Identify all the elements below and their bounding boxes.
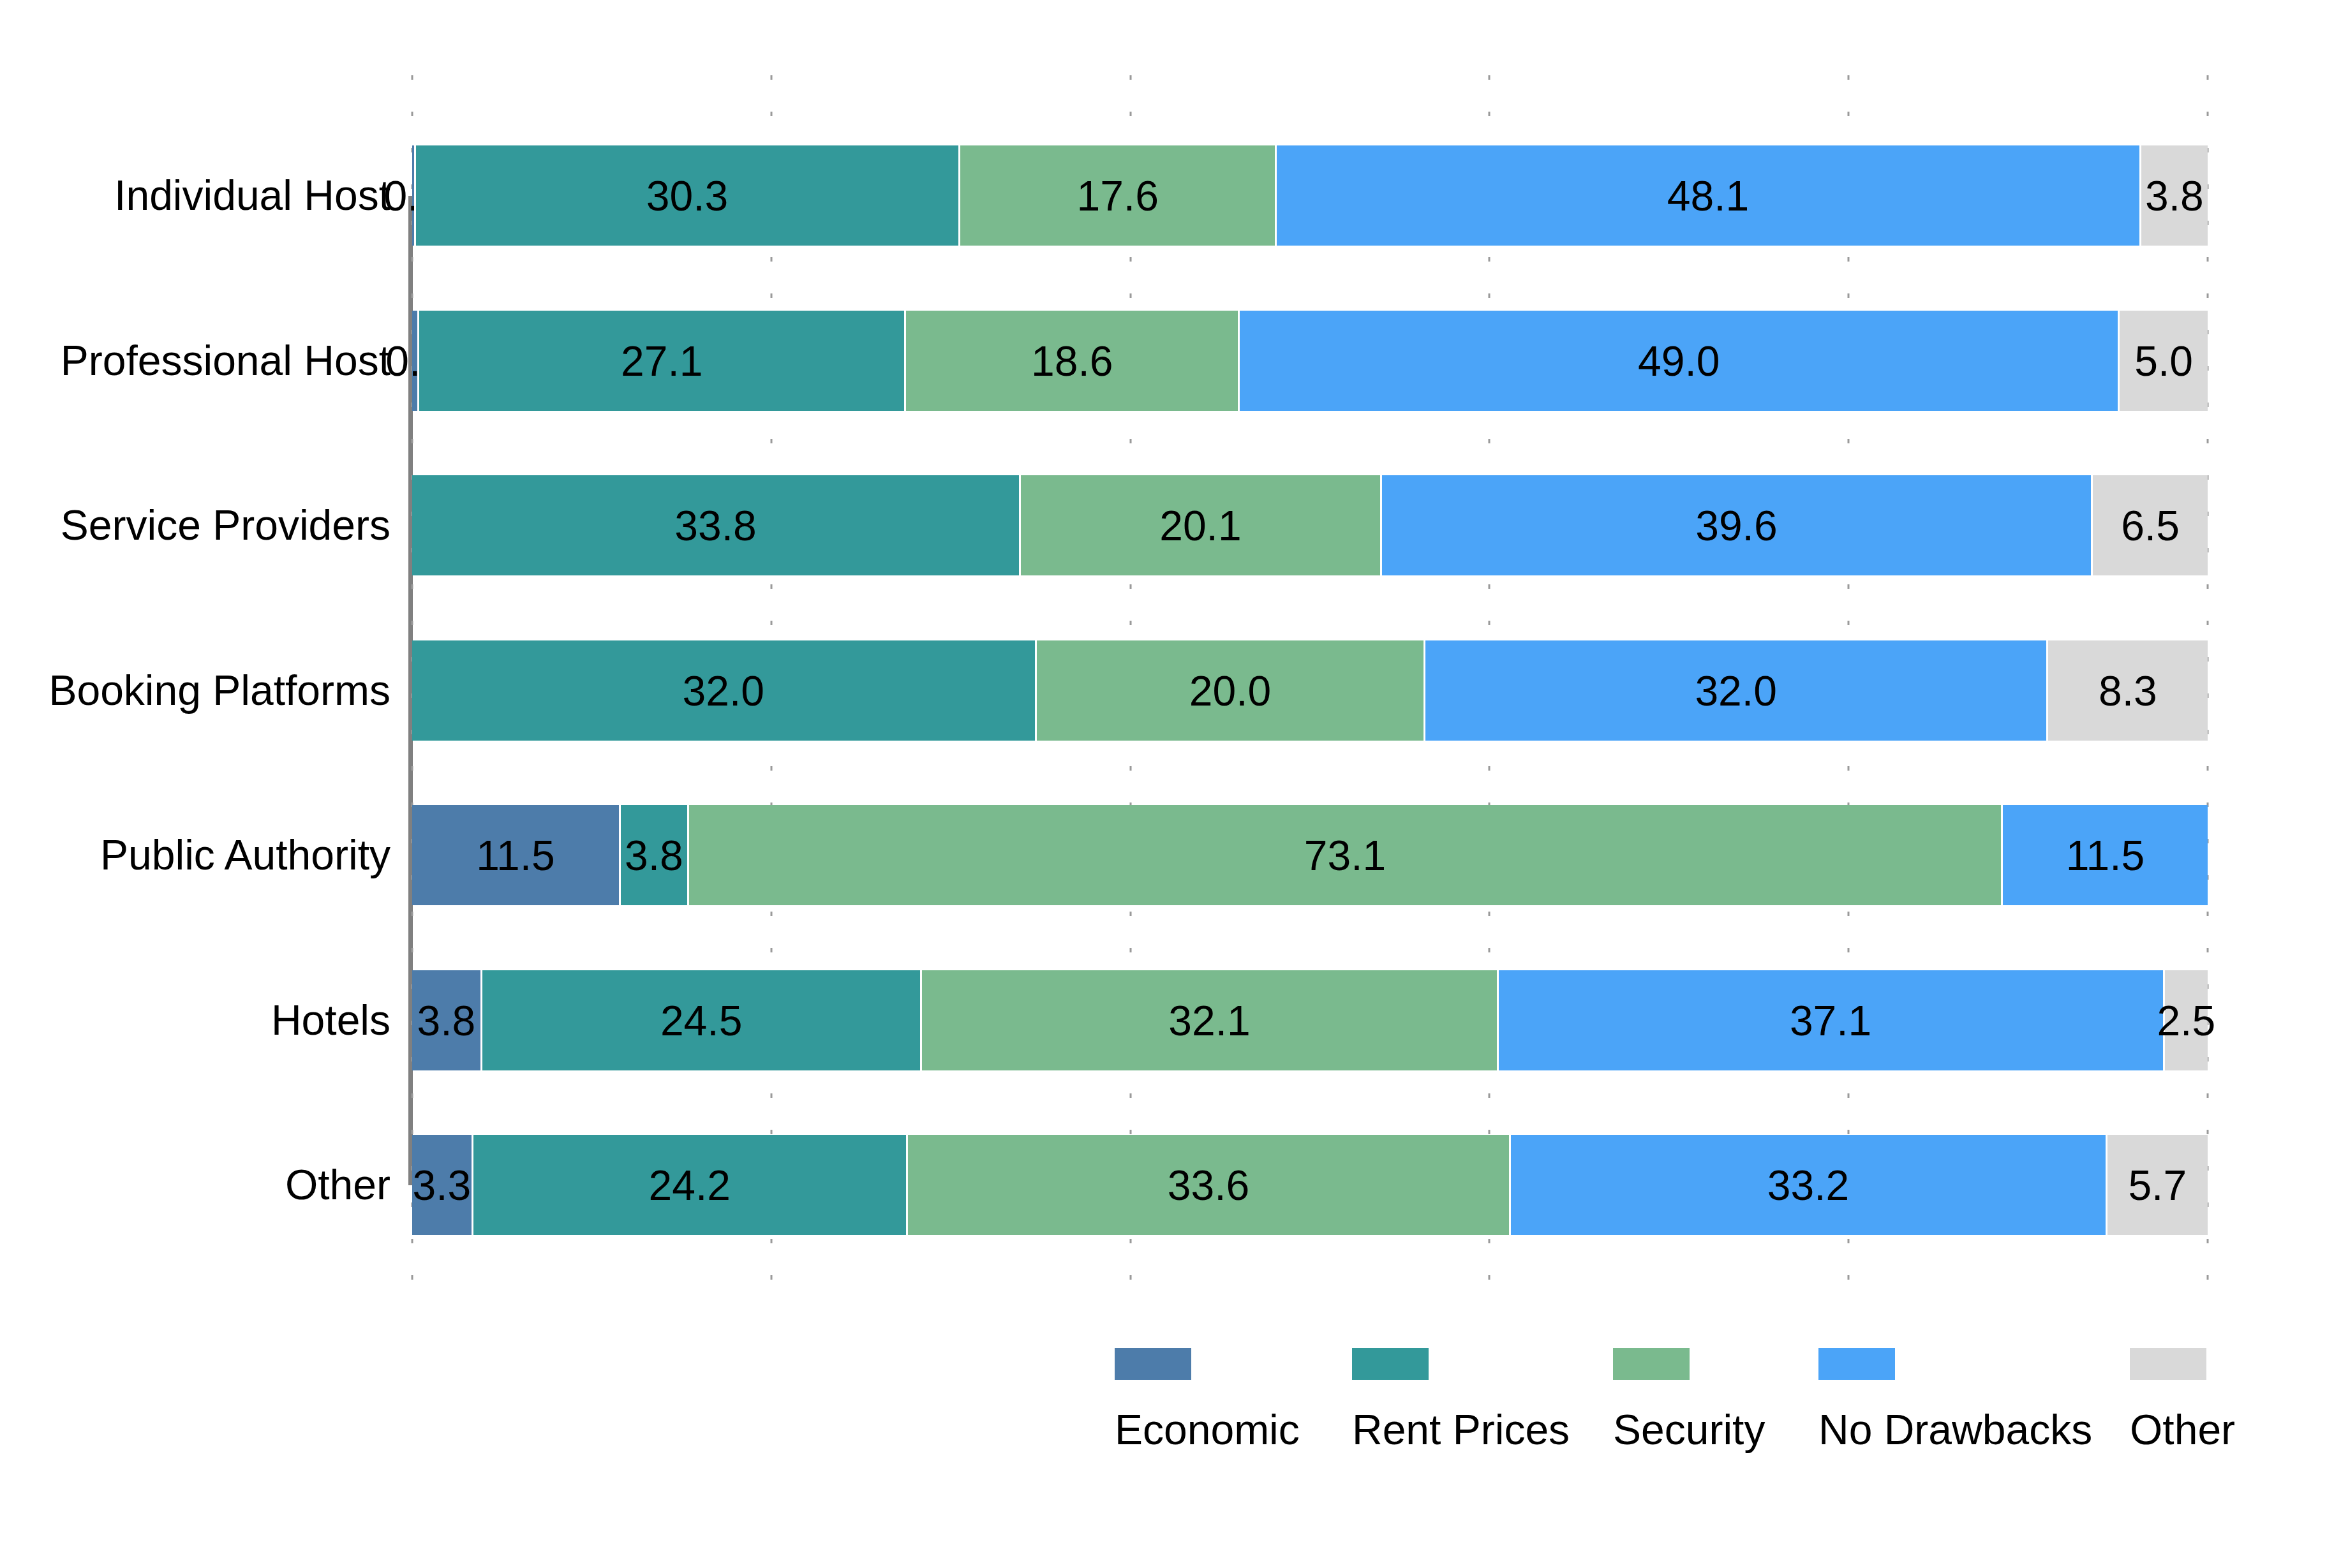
category-label: Individual Host — [0, 145, 390, 246]
category-labels: Individual Host Professional Host Service … — [0, 75, 390, 1308]
bar-segment-rent-prices: 27.1 — [417, 311, 904, 411]
legend-item-other: Other — [2130, 1348, 2235, 1454]
bar-segment-rent-prices: 24.2 — [472, 1135, 906, 1235]
value-label: 32.0 — [1695, 670, 1776, 712]
bar-segment-economic: 0.3 — [412, 311, 417, 411]
bar-segment-rent-prices: 3.8 — [619, 805, 687, 905]
bar-segment-security: 32.1 — [920, 970, 1496, 1070]
category-label: Hotels — [0, 970, 390, 1070]
legend-item-economic: Economic — [1115, 1348, 1300, 1454]
bar-segment-security: 33.6 — [906, 1135, 1510, 1235]
bar-segment-rent-prices: 30.3 — [414, 145, 958, 246]
bar-row-other: 3.3 24.2 33.6 33.2 5.7 — [412, 1135, 2208, 1235]
bar-row-public-authority: 11.5 3.8 73.1 11.5 — [412, 805, 2208, 905]
category-label: Professional Host — [0, 311, 390, 411]
no-drawbacks-swatch — [1818, 1348, 1895, 1380]
bar-segment-security: 18.6 — [904, 311, 1238, 411]
bar-segment-no-drawbacks: 48.1 — [1275, 145, 2139, 246]
bar-segment-security: 73.1 — [687, 805, 2001, 905]
bar-segment-no-drawbacks: 39.6 — [1380, 475, 2091, 575]
value-label: 6.5 — [2121, 505, 2180, 547]
legend-label: Other — [2130, 1405, 2235, 1454]
bar-segment-other: 2.5 — [2163, 970, 2208, 1070]
value-label: 24.5 — [660, 1000, 742, 1042]
bar-row-service-providers: 33.8 20.1 39.6 6.5 — [412, 475, 2208, 575]
legend-label: Rent Prices — [1352, 1405, 1570, 1454]
bar-segment-economic: 3.8 — [412, 970, 480, 1070]
value-label: 3.8 — [417, 1000, 476, 1042]
value-label: 32.1 — [1168, 1000, 1250, 1042]
stacked-bar-chart: 0.130.317.648.13.80.327.118.649.05.033.8… — [0, 0, 2334, 1568]
bar-segment-no-drawbacks: 37.1 — [1497, 970, 2163, 1070]
category-label: Booking Platforms — [0, 640, 390, 741]
value-label: 24.2 — [649, 1164, 731, 1206]
bar-segment-no-drawbacks: 33.2 — [1509, 1135, 2105, 1235]
economic-swatch — [1115, 1348, 1191, 1380]
plot-area: 0.130.317.648.13.80.327.118.649.05.033.8… — [412, 75, 2208, 1308]
bar-segment-other: 5.7 — [2106, 1135, 2208, 1235]
value-label: 30.3 — [646, 175, 728, 217]
bar-segment-other: 3.8 — [2139, 145, 2208, 246]
security-swatch — [1613, 1348, 1690, 1380]
value-label: 33.6 — [1168, 1164, 1249, 1206]
value-label: 3.8 — [625, 834, 683, 876]
bar-segment-other: 5.0 — [2118, 311, 2208, 411]
bar-segment-other: 6.5 — [2091, 475, 2208, 575]
bar-segment-security: 20.1 — [1019, 475, 1380, 575]
value-label: 11.5 — [476, 834, 555, 876]
legend-label: Economic — [1115, 1405, 1300, 1454]
bar-row-booking-platforms: 32.0 20.0 32.0 8.3 — [412, 640, 2208, 741]
category-label: Other — [0, 1135, 390, 1235]
value-label: 32.0 — [683, 670, 764, 712]
bar-row-individual-host: 0.130.317.648.13.8 — [412, 145, 2208, 246]
value-label: 33.8 — [674, 505, 756, 547]
bar-segment-economic: 11.5 — [412, 805, 619, 905]
bar-segment-other: 8.3 — [2046, 640, 2208, 741]
bar-segment-rent-prices: 24.5 — [480, 970, 920, 1070]
value-label: 11.5 — [2066, 834, 2145, 876]
bar-segment-no-drawbacks: 32.0 — [1423, 640, 2046, 741]
legend-item-rent-prices: Rent Prices — [1352, 1348, 1570, 1454]
value-label: 2.5 — [2157, 1000, 2215, 1042]
value-label: 3.8 — [2145, 175, 2204, 217]
bar-segment-no-drawbacks: 49.0 — [1238, 311, 2118, 411]
value-label: 17.6 — [1076, 175, 1158, 217]
bar-segment-economic: 3.3 — [412, 1135, 472, 1235]
value-label: 5.0 — [2134, 340, 2193, 382]
value-label: 73.1 — [1304, 834, 1386, 876]
value-label: 48.1 — [1667, 175, 1749, 217]
bar-segment-rent-prices: 32.0 — [412, 640, 1035, 741]
rent-prices-swatch — [1352, 1348, 1429, 1380]
value-label: 3.3 — [413, 1164, 472, 1206]
value-label: 20.1 — [1159, 505, 1241, 547]
bar-segment-security: 20.0 — [1035, 640, 1424, 741]
value-label: 39.6 — [1695, 505, 1777, 547]
other-swatch — [2130, 1348, 2206, 1380]
value-label: 27.1 — [621, 340, 702, 382]
value-label: 5.7 — [2128, 1164, 2187, 1206]
bar-row-professional-host: 0.3 27.1 18.6 49.0 5.0 — [412, 311, 2208, 411]
bar-segment-no-drawbacks: 11.5 — [2001, 805, 2208, 905]
legend-label: Security — [1613, 1405, 1765, 1454]
value-label: 49.0 — [1638, 340, 1720, 382]
value-label: 37.1 — [1790, 1000, 1871, 1042]
legend-label: No Drawbacks — [1818, 1405, 2092, 1454]
bar-segment-security: 17.6 — [958, 145, 1275, 246]
value-label: 8.3 — [2099, 670, 2157, 712]
value-label: 18.6 — [1031, 340, 1113, 382]
category-label: Service Providers — [0, 475, 390, 575]
value-label: 20.0 — [1189, 670, 1271, 712]
legend-item-no-drawbacks: No Drawbacks — [1818, 1348, 2092, 1454]
bar-segment-rent-prices: 33.8 — [412, 475, 1019, 575]
legend-item-security: Security — [1613, 1348, 1765, 1454]
category-label: Public Authority — [0, 805, 390, 905]
value-label: 33.2 — [1767, 1164, 1849, 1206]
bar-row-hotels: 3.8 24.5 32.1 37.1 2.5 — [412, 970, 2208, 1070]
